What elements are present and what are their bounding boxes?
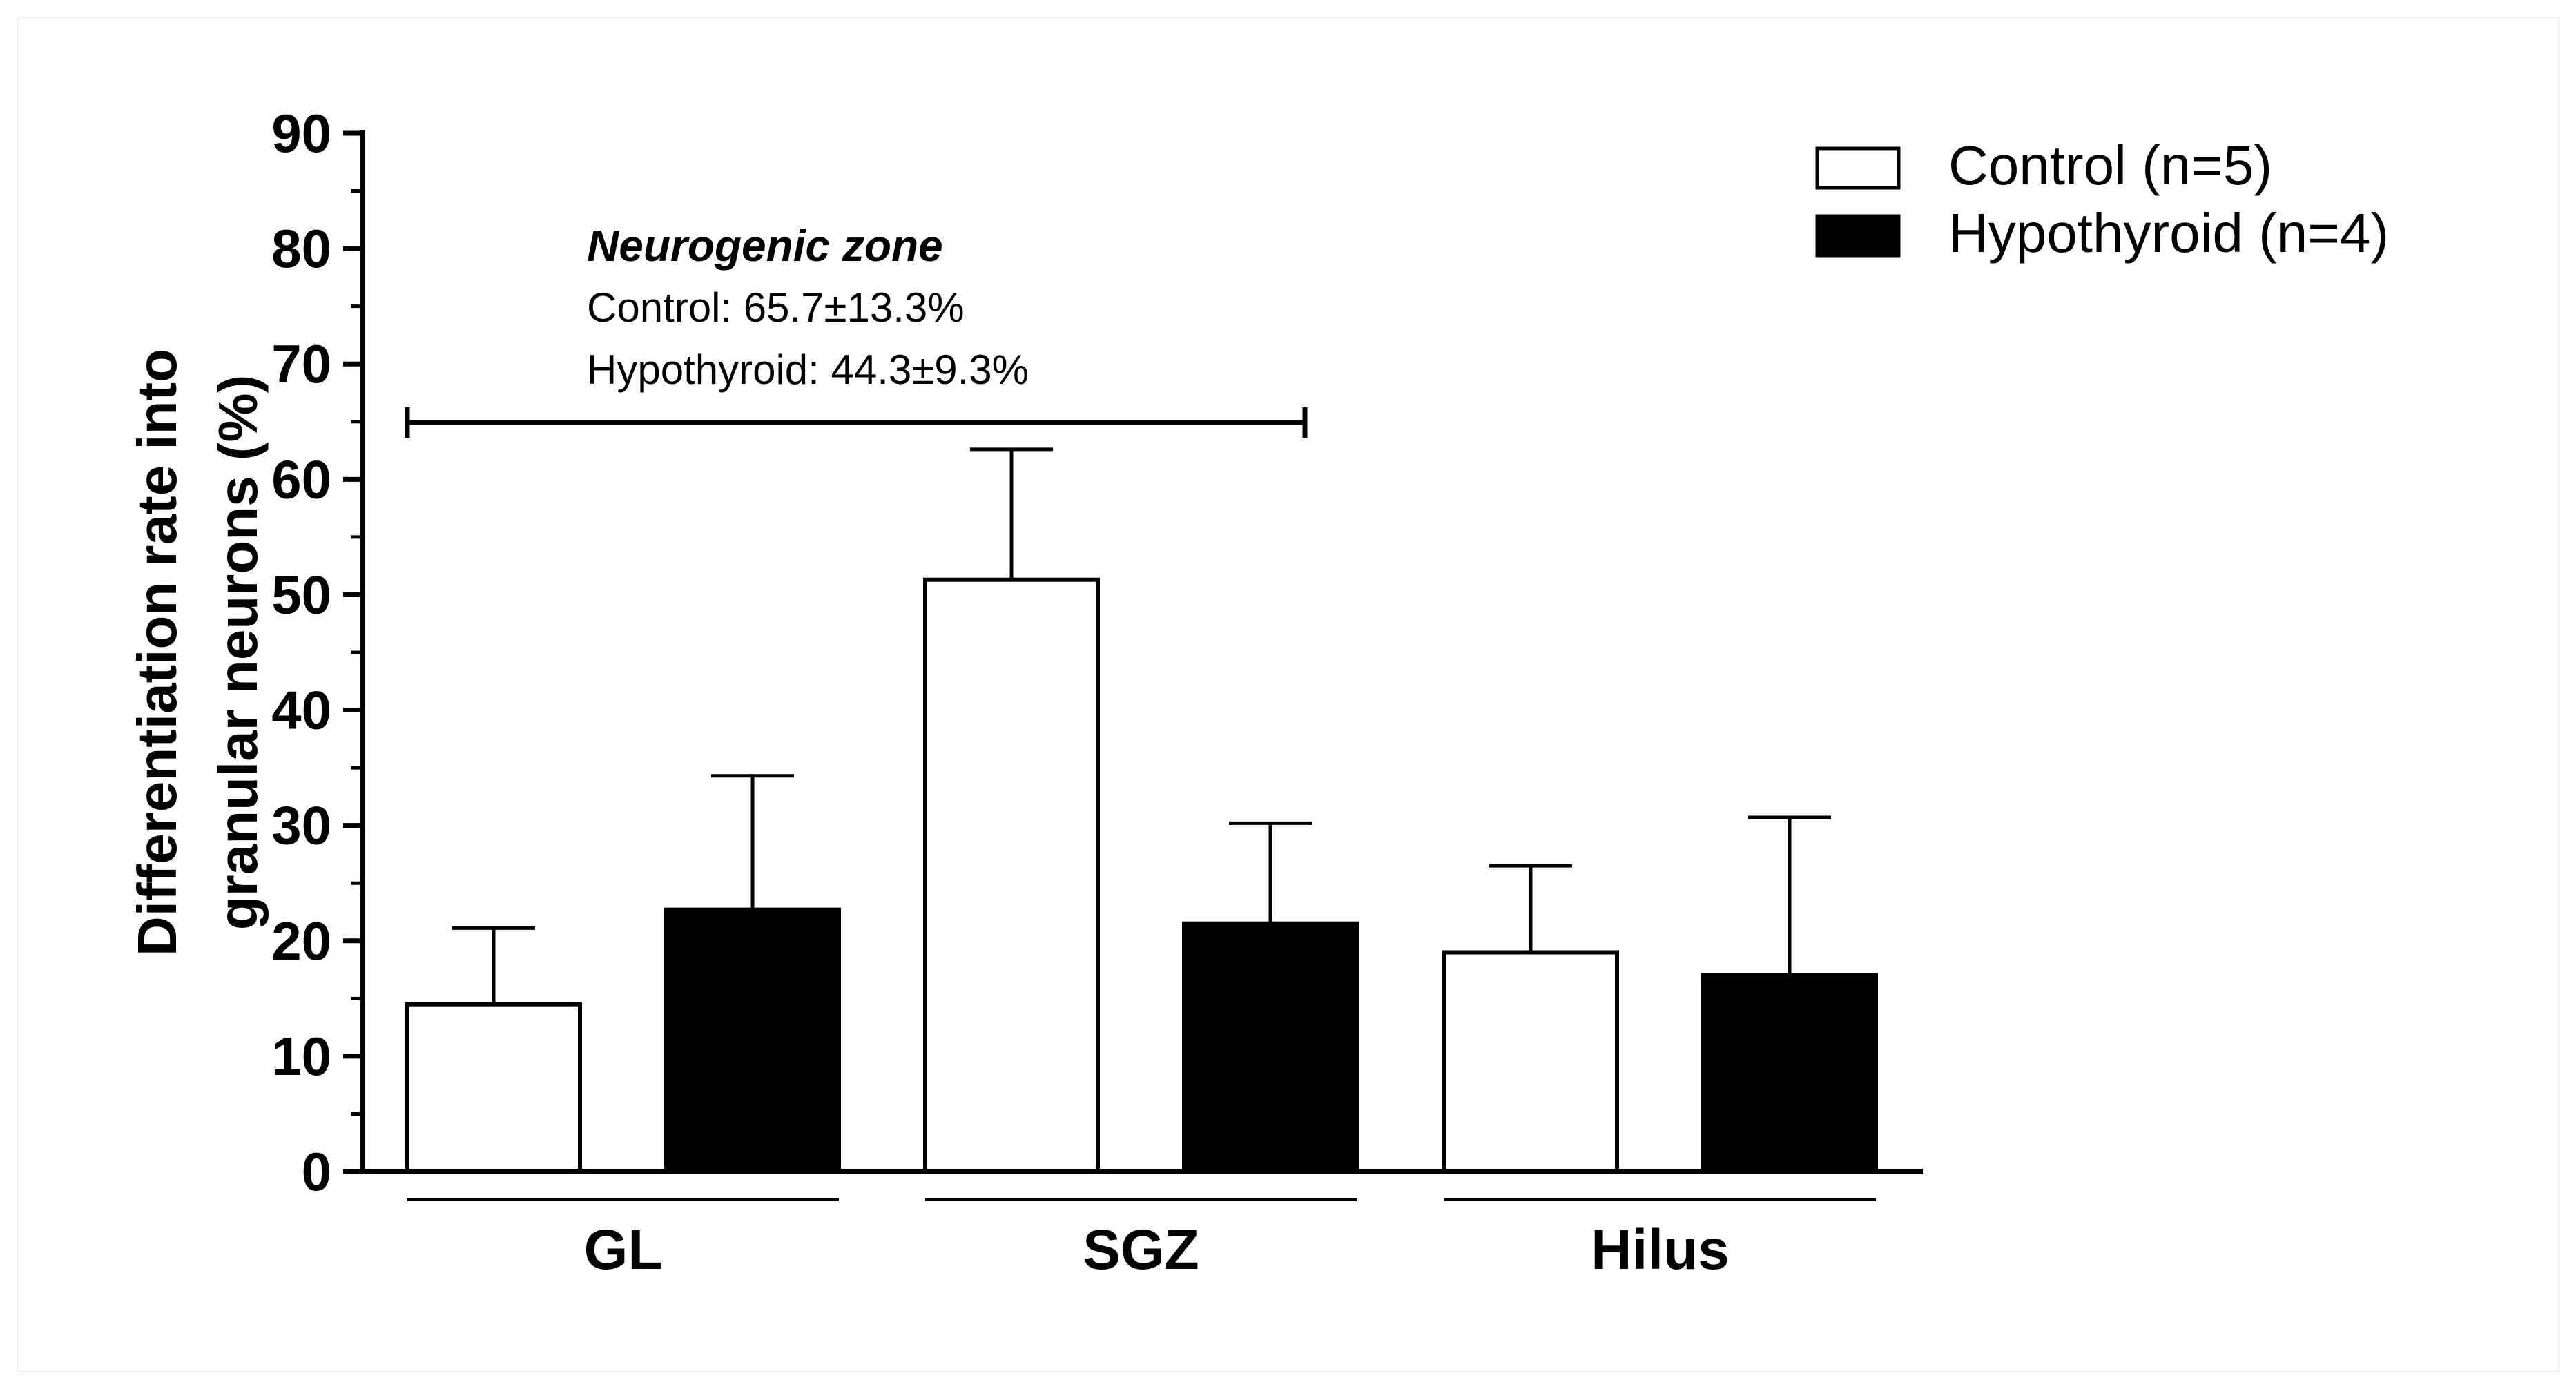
- bar-hypothyroid-sgz: [1182, 921, 1359, 1174]
- y-tick-label: 30: [271, 795, 331, 856]
- x-tick-label-hilus: Hilus: [1591, 1219, 1729, 1281]
- y-tick-label: 10: [271, 1026, 331, 1087]
- bar-hypothyroid-gl: [664, 907, 841, 1174]
- annotation-control: Control: 65.7±13.3%: [587, 284, 965, 331]
- legend-label-control: Control (n=5): [1948, 135, 2272, 196]
- y-tick-label: 80: [271, 218, 331, 279]
- y-tick-label: 20: [271, 911, 331, 971]
- x-tick-label-gl: GL: [584, 1219, 663, 1281]
- y-tick-label: 70: [271, 333, 331, 394]
- legend-swatch-hypothyroid: [1815, 214, 1901, 258]
- y-tick-label: 0: [302, 1141, 331, 1202]
- x-tick-label-sgz: SGZ: [1083, 1219, 1199, 1281]
- bar-hypothyroid-hilus: [1701, 973, 1878, 1174]
- y-axis-title-line2: granular neurons (%): [207, 375, 269, 931]
- y-tick-label: 60: [271, 449, 331, 509]
- bar-control-hilus: [1442, 950, 1619, 1174]
- bar-control-sgz: [923, 577, 1100, 1174]
- legend-label-hypothyroid: Hypothyroid (n=4): [1948, 202, 2389, 264]
- y-tick-label: 90: [271, 103, 331, 164]
- y-tick-label: 40: [271, 680, 331, 741]
- annotation-title: Neurogenic zone: [587, 221, 943, 271]
- bar-control-gl: [405, 1002, 582, 1174]
- y-axis-title-line1: Differentiation rate into: [126, 349, 188, 956]
- annotation-hypothyroid: Hypothyroid: 44.3±9.3%: [587, 347, 1029, 393]
- y-tick-label: 50: [271, 564, 331, 625]
- legend-swatch-control: [1815, 146, 1901, 190]
